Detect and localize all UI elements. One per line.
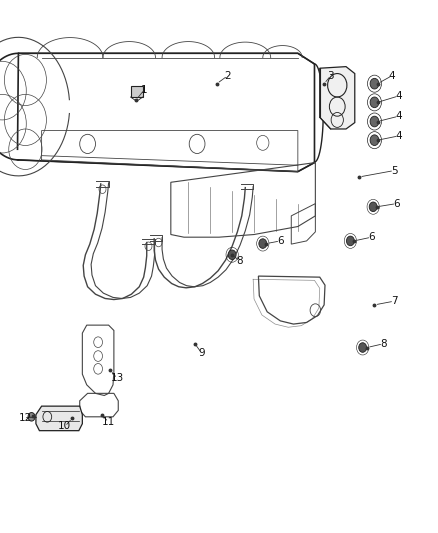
Circle shape bbox=[370, 116, 379, 127]
Text: 5: 5 bbox=[391, 166, 398, 175]
Text: 4: 4 bbox=[395, 91, 402, 101]
Text: 13: 13 bbox=[111, 374, 124, 383]
Circle shape bbox=[369, 202, 377, 212]
Text: 8: 8 bbox=[380, 339, 387, 349]
Text: 10: 10 bbox=[58, 422, 71, 431]
Polygon shape bbox=[320, 67, 355, 129]
Circle shape bbox=[370, 135, 379, 146]
Circle shape bbox=[370, 97, 379, 108]
FancyBboxPatch shape bbox=[131, 86, 143, 97]
Circle shape bbox=[346, 236, 354, 246]
Text: 4: 4 bbox=[395, 131, 402, 141]
Text: 4: 4 bbox=[389, 71, 396, 80]
Text: 4: 4 bbox=[395, 111, 402, 121]
Polygon shape bbox=[36, 406, 82, 431]
Text: 6: 6 bbox=[368, 232, 375, 242]
Circle shape bbox=[228, 250, 236, 260]
Text: 1: 1 bbox=[141, 85, 148, 94]
Text: 9: 9 bbox=[198, 348, 205, 358]
Text: 2: 2 bbox=[224, 71, 231, 80]
Circle shape bbox=[359, 343, 367, 352]
Text: 11: 11 bbox=[102, 417, 115, 427]
Text: 6: 6 bbox=[277, 236, 284, 246]
Circle shape bbox=[370, 78, 379, 89]
Circle shape bbox=[28, 413, 35, 421]
Text: 8: 8 bbox=[237, 256, 244, 266]
Text: 3: 3 bbox=[327, 71, 334, 80]
Text: 12: 12 bbox=[19, 414, 32, 423]
Text: 7: 7 bbox=[391, 296, 398, 306]
Circle shape bbox=[259, 239, 267, 248]
Text: 6: 6 bbox=[393, 199, 400, 208]
